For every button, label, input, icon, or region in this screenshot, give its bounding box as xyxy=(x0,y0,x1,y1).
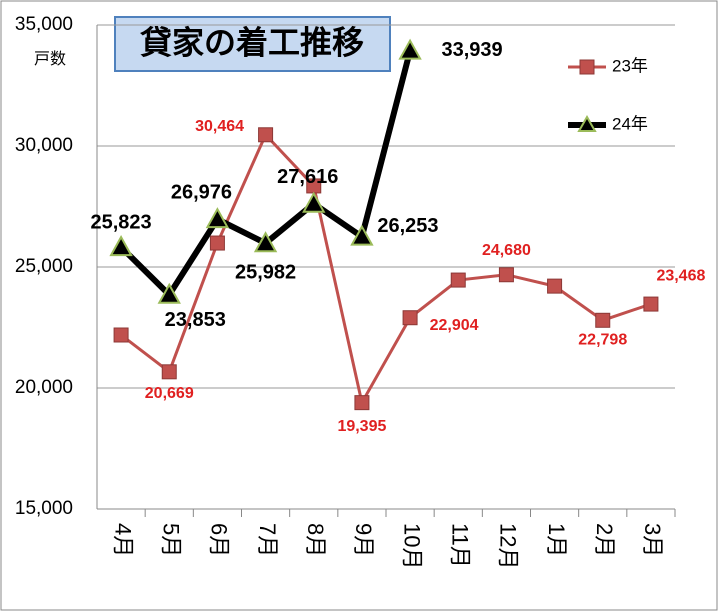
x-tick-label: 2月 xyxy=(592,523,617,557)
legend-label: 23年 xyxy=(612,56,648,75)
x-tick-label: 1月 xyxy=(544,523,569,557)
x-tick-label: 10月 xyxy=(399,523,424,569)
data-label: 30,464 xyxy=(195,118,244,135)
series-line xyxy=(120,133,652,405)
data-label: 22,904 xyxy=(430,317,479,334)
marker xyxy=(354,395,370,411)
x-tick-label: 6月 xyxy=(207,523,232,557)
x-tick-label: 7月 xyxy=(255,523,280,557)
data-label: 27,616 xyxy=(277,166,338,188)
marker xyxy=(643,296,659,312)
y-tick-label: 25,000 xyxy=(15,256,73,277)
x-tick-label: 5月 xyxy=(158,523,183,557)
x-tick-label: 12月 xyxy=(496,523,521,569)
marker xyxy=(209,235,225,251)
title-box xyxy=(114,16,391,72)
marker xyxy=(402,310,418,326)
marker xyxy=(302,191,326,213)
marker xyxy=(109,235,133,257)
marker xyxy=(547,278,563,294)
data-label: 22,798 xyxy=(578,332,627,349)
marker xyxy=(113,327,129,343)
x-tick-label: 4月 xyxy=(110,523,135,557)
x-tick-label: 9月 xyxy=(351,523,376,557)
marker xyxy=(450,272,466,288)
data-label: 23,468 xyxy=(656,267,705,284)
marker xyxy=(157,282,181,304)
y-tick-label: 15,000 xyxy=(15,498,73,519)
marker xyxy=(350,224,374,246)
legend-marker xyxy=(579,59,595,75)
y-tick-label: 35,000 xyxy=(15,14,73,35)
marker xyxy=(398,38,422,60)
marker xyxy=(498,267,514,283)
legend-marker xyxy=(577,114,597,132)
data-label: 25,982 xyxy=(235,262,296,284)
legend-label: 24年 xyxy=(612,114,648,133)
y-tick-label: 30,000 xyxy=(15,135,73,156)
data-label: 33,939 xyxy=(441,39,502,61)
marker xyxy=(258,127,274,143)
y-axis-label: 戸数 xyxy=(34,50,66,68)
marker xyxy=(205,207,230,229)
x-tick-label: 8月 xyxy=(303,523,328,557)
data-label: 20,669 xyxy=(145,385,194,402)
x-tick-label: 11月 xyxy=(447,523,472,568)
chart-title: 貸家の着工推移 xyxy=(140,24,364,60)
y-tick-label: 20,000 xyxy=(15,377,73,398)
marker xyxy=(253,231,278,253)
x-tick-label: 3月 xyxy=(640,523,665,557)
data-label: 24,680 xyxy=(482,242,531,259)
marker xyxy=(595,312,611,328)
data-label: 26,253 xyxy=(377,215,438,237)
data-label: 23,853 xyxy=(165,309,226,331)
data-label: 26,976 xyxy=(171,181,232,203)
marker xyxy=(161,364,177,380)
data-label: 19,395 xyxy=(337,418,386,435)
data-label: 25,823 xyxy=(90,211,151,233)
